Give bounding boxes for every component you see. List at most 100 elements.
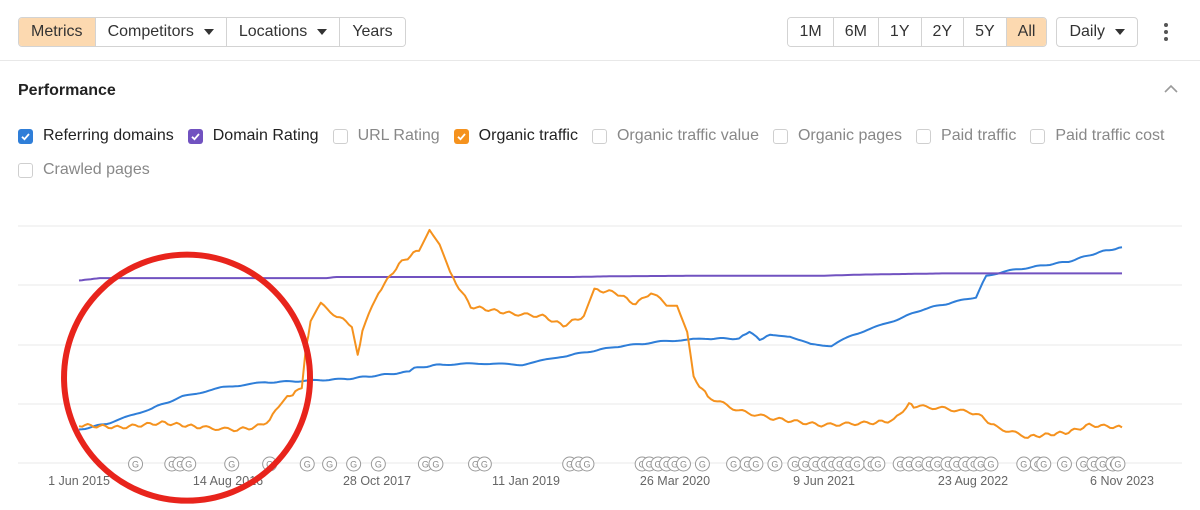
checkbox-icon[interactable] — [18, 162, 33, 178]
google-update-marker-label: G — [228, 460, 235, 470]
google-update-marker-label: G — [680, 460, 687, 470]
google-update-marker-icon[interactable] — [983, 456, 999, 472]
checkbox-checked-icon[interactable] — [187, 128, 203, 144]
series-line-organic-traffic — [78, 228, 1123, 439]
google-update-marker-icon[interactable] — [694, 456, 710, 472]
google-update-marker-label: G — [266, 460, 273, 470]
range-1y-button[interactable]: 1Y — [878, 18, 922, 46]
tab-years-label: Years — [352, 23, 393, 40]
checkbox-icon[interactable] — [916, 128, 932, 144]
google-update-marker-icon[interactable] — [748, 456, 764, 472]
x-axis-tick-label: 26 Mar 2020 — [640, 474, 710, 488]
range-all-button[interactable]: All — [1006, 18, 1047, 46]
legend-item[interactable]: Crawled pages — [18, 160, 150, 180]
legend-item[interactable]: Domain Rating — [187, 126, 319, 146]
x-axis-tick-label: 11 Jan 2019 — [492, 474, 560, 488]
google-update-marker-label: G — [836, 460, 843, 470]
caret-down-icon — [203, 29, 214, 35]
checkbox-checked-icon[interactable] — [18, 128, 33, 144]
checkbox-icon[interactable] — [1030, 128, 1046, 144]
tab-competitors-label: Competitors — [107, 23, 194, 40]
google-update-marker-icon[interactable] — [1056, 456, 1072, 472]
google-update-marker-icon[interactable] — [1036, 456, 1052, 472]
google-update-marker-icon[interactable] — [346, 456, 362, 472]
google-update-marker-label: G — [1090, 460, 1097, 470]
annotation-circle — [61, 251, 314, 504]
google-update-marker-icon[interactable] — [675, 456, 691, 472]
google-update-marker-label: G — [1040, 460, 1047, 470]
google-update-marker-icon[interactable] — [299, 456, 315, 472]
google-update-marker-label: G — [132, 460, 139, 470]
google-update-marker-label: G — [845, 460, 852, 470]
google-update-marker-label: G — [977, 460, 984, 470]
google-update-marker-label: G — [1080, 460, 1087, 470]
google-update-marker-icon[interactable] — [322, 456, 338, 472]
google-update-marker-label: G — [802, 460, 809, 470]
legend-item[interactable]: URL Rating — [332, 126, 440, 146]
legend-item[interactable]: Organic pages — [772, 126, 902, 146]
series-legend: Referring domains Domain Rating URL Rating… — [18, 126, 1193, 180]
google-update-marker-label: G — [987, 460, 994, 470]
range-6m-button[interactable]: 6M — [833, 18, 879, 46]
checkbox-icon[interactable] — [332, 128, 348, 144]
google-update-marker-icon[interactable] — [476, 456, 492, 472]
google-update-marker-icon[interactable] — [428, 456, 444, 472]
google-update-marker-label: G — [655, 460, 662, 470]
google-update-marker-label: G — [472, 460, 479, 470]
google-update-marker-label: G — [771, 460, 778, 470]
legend-label: Organic traffic value — [616, 127, 759, 144]
caret-down-icon — [1115, 29, 1125, 35]
checkbox-icon[interactable] — [772, 128, 788, 144]
google-update-marker-label: G — [953, 460, 960, 470]
x-axis-tick-label: 28 Oct 2017 — [343, 474, 411, 488]
range-1m-button[interactable]: 1M — [788, 18, 834, 46]
google-update-marker-label: G — [915, 460, 922, 470]
tab-competitors[interactable]: Competitors — [95, 18, 227, 46]
tab-locations[interactable]: Locations — [226, 18, 341, 46]
checkbox-checked-icon[interactable] — [453, 128, 469, 144]
x-axis-tick-label: 1 Jun 2015 — [48, 474, 110, 488]
tab-metrics[interactable]: Metrics — [19, 18, 96, 46]
x-axis-tick-label: 23 Aug 2022 — [938, 474, 1008, 488]
legend-item[interactable]: Paid traffic cost — [1030, 126, 1164, 146]
google-update-marker-icon[interactable] — [1110, 456, 1126, 472]
google-update-marker-icon[interactable] — [579, 456, 595, 472]
google-update-marker-icon[interactable] — [870, 456, 886, 472]
google-update-marker-icon[interactable] — [767, 456, 783, 472]
google-update-marker-label: G — [1114, 460, 1121, 470]
range-2y-button[interactable]: 2Y — [921, 18, 965, 46]
caret-down-icon — [317, 29, 328, 35]
google-update-marker-icon[interactable] — [128, 456, 144, 472]
panel-title: Performance — [18, 82, 116, 99]
google-update-marker-label: G — [422, 460, 429, 470]
google-update-marker-label: G — [566, 460, 573, 470]
range-label: All — [1017, 23, 1036, 40]
google-update-marker-icon[interactable] — [224, 456, 240, 472]
google-update-marker-icon[interactable] — [181, 456, 197, 472]
legend-item[interactable]: Paid traffic — [916, 126, 1016, 146]
chevron-up-icon[interactable] — [1162, 80, 1180, 98]
google-update-marker-label: G — [874, 460, 881, 470]
interval-dropdown[interactable]: Daily — [1056, 17, 1138, 47]
legend-label: Paid traffic — [941, 127, 1017, 144]
date-range-selector: 1M 6M 1Y 2Y 5Y All — [787, 17, 1048, 47]
range-5y-button[interactable]: 5Y — [964, 18, 1007, 46]
legend-label: Paid traffic cost — [1055, 127, 1165, 144]
legend-item[interactable]: Organic traffic value — [591, 126, 759, 146]
google-update-marker-label: G — [744, 460, 751, 470]
range-label: 1M — [799, 23, 822, 40]
range-label: 2Y — [932, 23, 953, 40]
legend-item[interactable]: Referring domains — [18, 126, 174, 146]
legend-item[interactable]: Organic traffic — [453, 126, 578, 146]
checkbox-icon[interactable] — [591, 128, 607, 144]
view-tabs: Metrics Competitors Locations Years — [18, 17, 406, 47]
range-label: 6M — [844, 23, 867, 40]
x-axis-tick-label: 6 Nov 2023 — [1090, 474, 1154, 488]
tab-metrics-label: Metrics — [31, 23, 83, 40]
more-options-icon[interactable] — [1158, 18, 1174, 46]
google-update-marker-label: G — [304, 460, 311, 470]
google-update-marker-icon[interactable] — [370, 456, 386, 472]
google-update-marker-label: G — [1020, 460, 1027, 470]
legend-label: Crawled pages — [43, 161, 150, 178]
tab-years[interactable]: Years — [340, 18, 405, 46]
